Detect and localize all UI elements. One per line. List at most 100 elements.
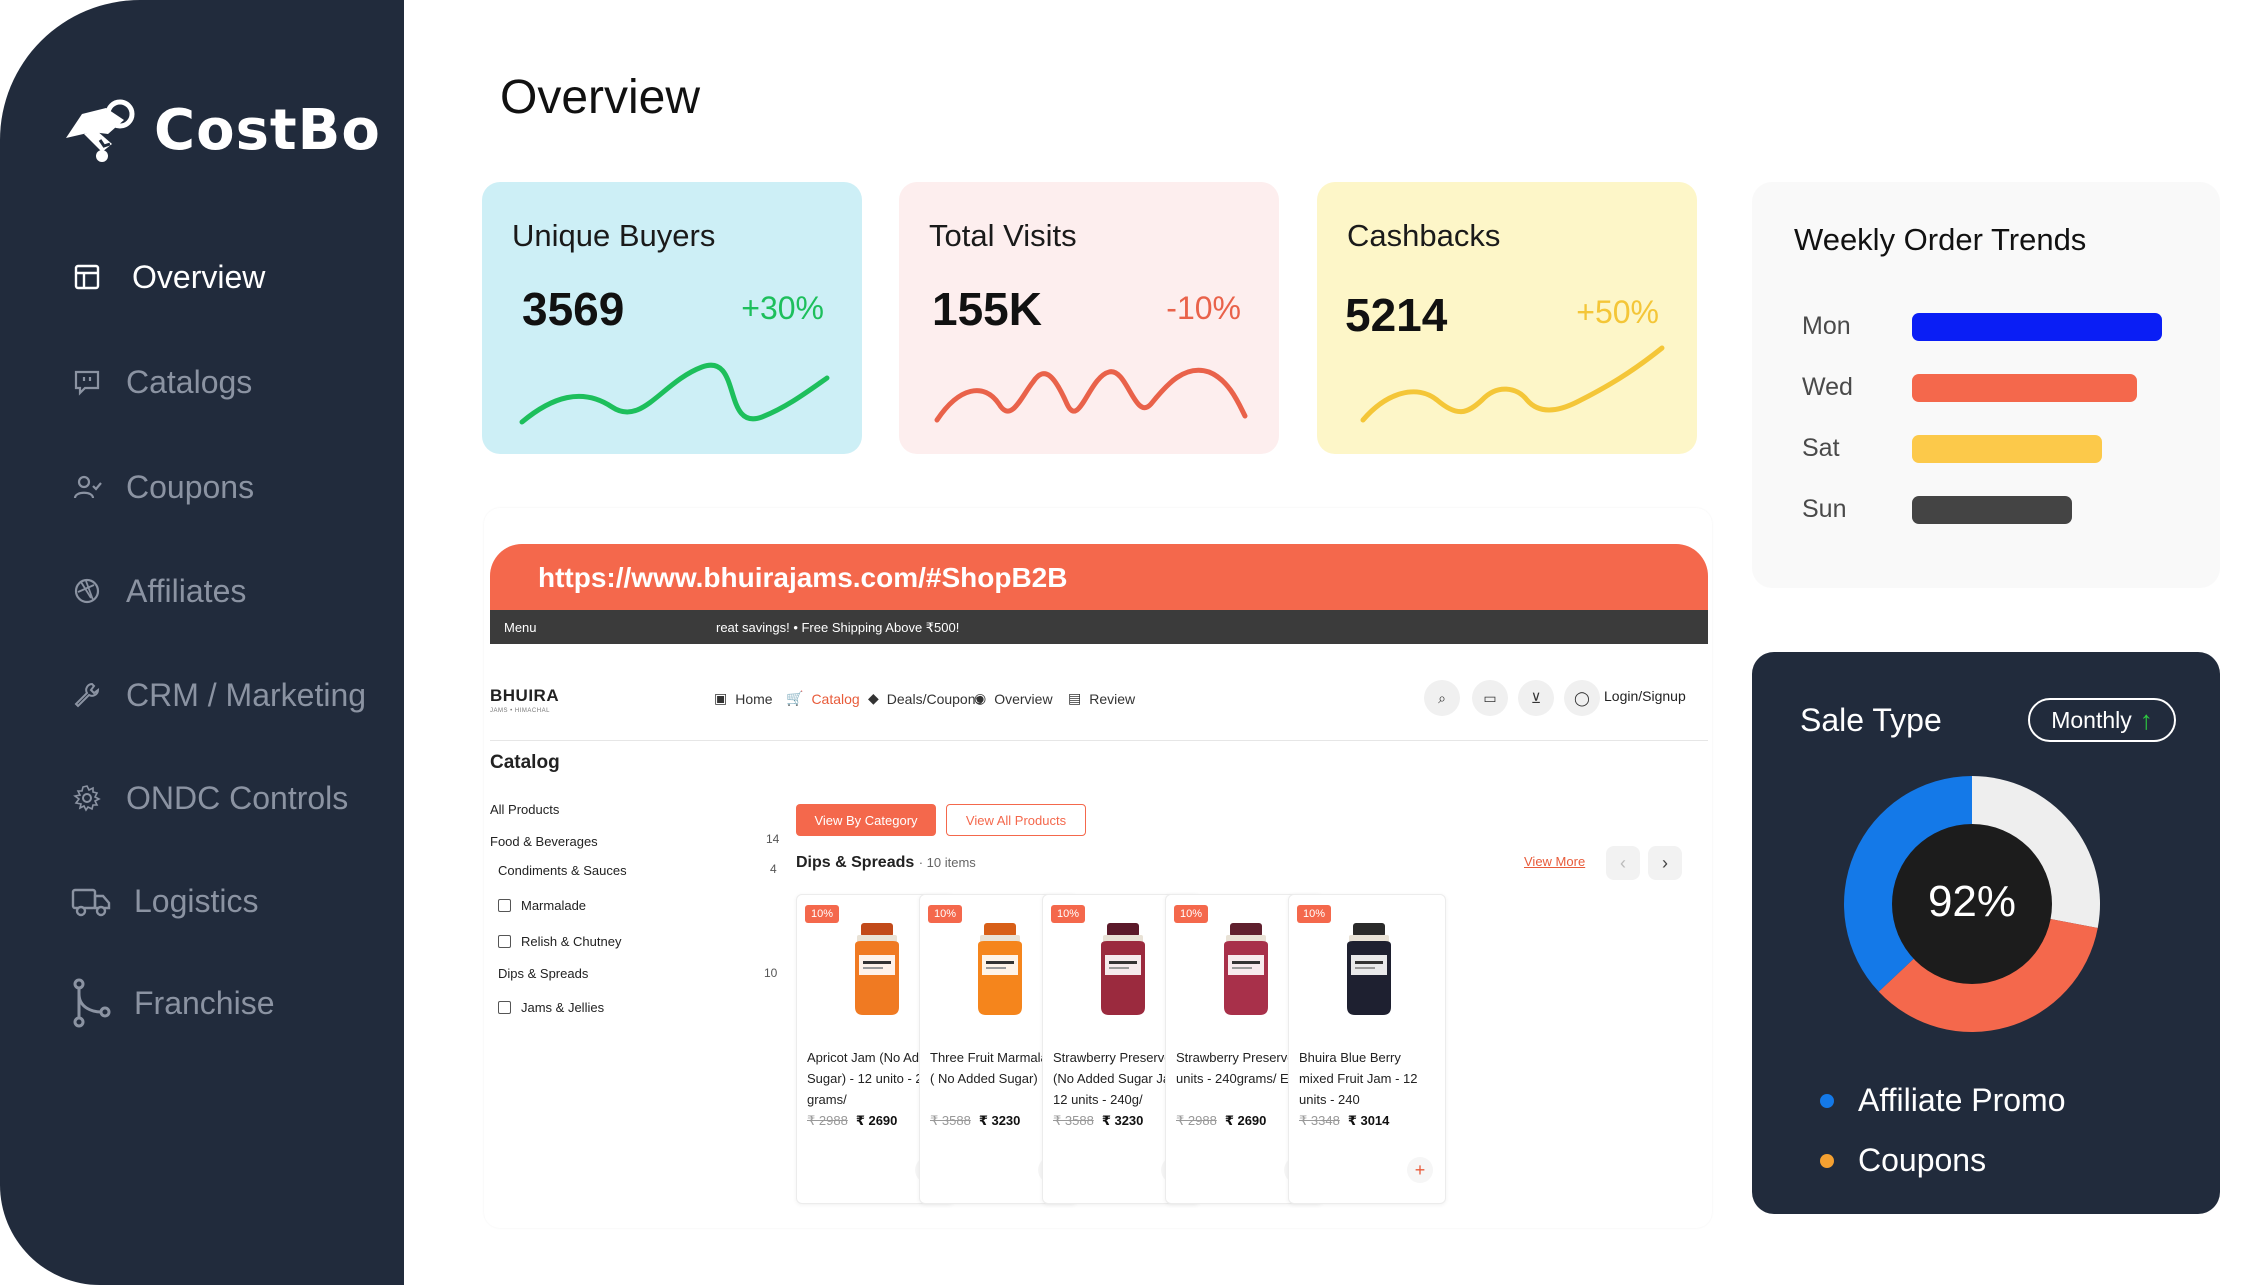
sidebar-item-coupons[interactable]: Coupons: [70, 462, 254, 512]
legend-label: Coupons: [1858, 1142, 1987, 1178]
message-icon[interactable]: ▭: [1472, 680, 1508, 716]
stat-card-cashbacks: Cashbacks 5214 +50%: [1317, 182, 1697, 454]
store-brand[interactable]: BHUIRA JAMS • HIMACHAL: [490, 686, 560, 714]
sidebar-item-logistics[interactable]: Logistics: [70, 876, 259, 926]
add-to-cart-button[interactable]: +: [1407, 1157, 1433, 1183]
store-brand-sub: JAMS • HIMACHAL: [490, 708, 550, 714]
category-label: Marmalade: [521, 898, 587, 913]
sale-price: ₹ 2690: [1224, 1113, 1267, 1128]
category-condiments-sauces[interactable]: Condiments & Sauces: [498, 863, 627, 878]
legend-dot: [1820, 1153, 1834, 1168]
store-url-bar[interactable]: https://www.bhuirajams.com/#ShopB2B: [490, 544, 1708, 614]
sidebar-item-crm-marketing[interactable]: CRM / Marketing: [70, 670, 366, 720]
store-nav-overview[interactable]: ◉ Overview: [974, 690, 1053, 707]
trend-day-label: Mon: [1802, 312, 1851, 340]
stat-card-unique-buyers: Unique Buyers 3569 +30%: [482, 182, 862, 454]
category-jams-jellies[interactable]: Jams & Jellies: [498, 1000, 604, 1015]
sale-type-card: Sale Type Monthly ↑ 92% Affiliate Promo …: [1752, 652, 2220, 1214]
category-label: Food & Beverages: [490, 834, 598, 849]
product-name[interactable]: Three Fruit Marmalade ( No Added Sugar) …: [930, 1050, 1063, 1086]
checkbox[interactable]: [498, 899, 511, 912]
trends-title: Weekly Order Trends: [1794, 222, 2087, 257]
store-nav-deals[interactable]: ◆ Deals/Coupons: [868, 690, 983, 707]
chevron-right-icon[interactable]: ›: [1648, 846, 1682, 880]
menu-label[interactable]: Menu: [504, 620, 537, 635]
sparkline: [1360, 345, 1665, 423]
product-card[interactable]: 10% Bhuira Blue Berry mixed Fruit Jam - 1…: [1288, 894, 1446, 1204]
tag-icon: ◆: [868, 690, 879, 706]
sidebar: CostBo Overview Catalogs Coupons Affilia…: [0, 0, 404, 1285]
stat-change: +50%: [1576, 294, 1659, 330]
trend-row-sat: Sat: [1802, 434, 2102, 463]
donut-center: [1892, 824, 2052, 984]
category-food-beverages[interactable]: Food & Beverages: [490, 834, 598, 849]
original-price: ₹ 2988: [1176, 1113, 1217, 1128]
sidebar-item-catalogs[interactable]: Catalogs: [70, 357, 252, 407]
category-all-products[interactable]: All Products: [490, 802, 559, 817]
product-name[interactable]: Strawberry Preserve (No Added Sugar Jam)…: [1053, 1050, 1186, 1107]
user-icon[interactable]: ◯: [1564, 680, 1600, 716]
sale-price: ₹ 3014: [1347, 1113, 1390, 1128]
brand-name: CostBo: [154, 97, 381, 163]
sidebar-item-ondc-controls[interactable]: ONDC Controls: [70, 773, 348, 823]
costbo-logo[interactable]: CostBo: [62, 94, 381, 166]
store-nav-catalog[interactable]: 🛒 Catalog: [786, 690, 860, 707]
stat-value: 155K: [932, 283, 1042, 335]
trend-bar: [1912, 373, 2137, 402]
sidebar-item-overview[interactable]: Overview: [70, 252, 265, 302]
store-brand-name: BHUIRA: [490, 686, 560, 705]
legend-label: Affiliate Promo: [1858, 1082, 2066, 1118]
trend-row-wed: Wed: [1802, 373, 2137, 402]
login-signup-link[interactable]: Login/Signup: [1604, 688, 1686, 704]
store-nav-review[interactable]: ▤ Review: [1068, 690, 1135, 707]
checkbox[interactable]: [498, 935, 511, 948]
category-label: Relish & Chutney: [521, 934, 622, 949]
product-name[interactable]: Apricot Jam (No Added Sugar) - 12 unito …: [807, 1050, 941, 1107]
eye-icon: ◉: [974, 690, 987, 706]
product-image: [1224, 923, 1268, 1015]
discount-badge: 10%: [1051, 905, 1086, 923]
trend-row-mon: Mon: [1802, 312, 2162, 341]
sale-price: ₹ 3230: [1101, 1113, 1144, 1128]
store-url[interactable]: https://www.bhuirajams.com/#ShopB2B: [538, 562, 1068, 593]
view-by-category-button[interactable]: View By Category: [796, 804, 936, 836]
product-price: ₹ 3588 ₹ 3230: [1053, 1113, 1143, 1129]
gear-icon: [70, 781, 104, 815]
section-name: Dips & Spreads: [796, 854, 915, 871]
category-dips-spreads[interactable]: Dips & Spreads: [498, 966, 588, 981]
view-all-products-button[interactable]: View All Products: [946, 804, 1086, 836]
weekly-order-trends-card: Weekly Order Trends Mon Wed Sat Sun: [1752, 182, 2220, 588]
branch-icon: [70, 978, 112, 1028]
sidebar-item-franchise[interactable]: Franchise: [70, 978, 275, 1028]
category-relish-chutney[interactable]: Relish & Chutney: [498, 934, 621, 949]
category-marmalade[interactable]: Marmalade: [498, 898, 586, 913]
nav-label: Review: [1089, 690, 1136, 707]
discount-badge: 10%: [928, 905, 963, 923]
nav-label: Catalog: [811, 690, 860, 707]
sale-price: ₹ 2690: [855, 1113, 898, 1128]
discount-badge: 10%: [1174, 905, 1209, 923]
chevron-left-icon[interactable]: ‹: [1606, 846, 1640, 880]
category-count: 14: [766, 832, 780, 846]
cart-icon[interactable]: ⊻: [1518, 680, 1554, 716]
category-label: Condiments & Sauces: [498, 863, 627, 878]
view-more-link[interactable]: View More: [1524, 854, 1586, 869]
arrow-up-icon: ↑: [2139, 704, 2153, 735]
layout-icon: [70, 260, 104, 294]
checkbox[interactable]: [498, 1001, 511, 1014]
store-nav-home[interactable]: ▣ Home: [714, 690, 773, 707]
original-price: ₹ 3348: [1299, 1113, 1340, 1128]
product-name[interactable]: Strawberry Preserve 12 units - 240grams/…: [1176, 1050, 1313, 1086]
sidebar-item-affiliates[interactable]: Affiliates: [70, 566, 246, 616]
section-title: Dips & Spreads · 10 items: [796, 854, 976, 872]
aperture-icon: [70, 574, 104, 608]
period-selector[interactable]: Monthly ↑: [2028, 698, 2176, 742]
search-icon[interactable]: ⌕: [1424, 680, 1460, 716]
product-name[interactable]: Bhuira Blue Berry mixed Fruit Jam - 12 u…: [1299, 1050, 1418, 1107]
sidebar-item-label: Coupons: [126, 468, 255, 505]
sale-type-donut: 92%: [1844, 776, 2100, 1032]
trend-day-label: Sat: [1802, 434, 1840, 462]
announcement-text: reat savings! • Free Shipping Above ₹500…: [716, 620, 960, 635]
sidebar-item-label: CRM / Marketing: [126, 676, 367, 713]
legend-dot: [1820, 1093, 1834, 1108]
